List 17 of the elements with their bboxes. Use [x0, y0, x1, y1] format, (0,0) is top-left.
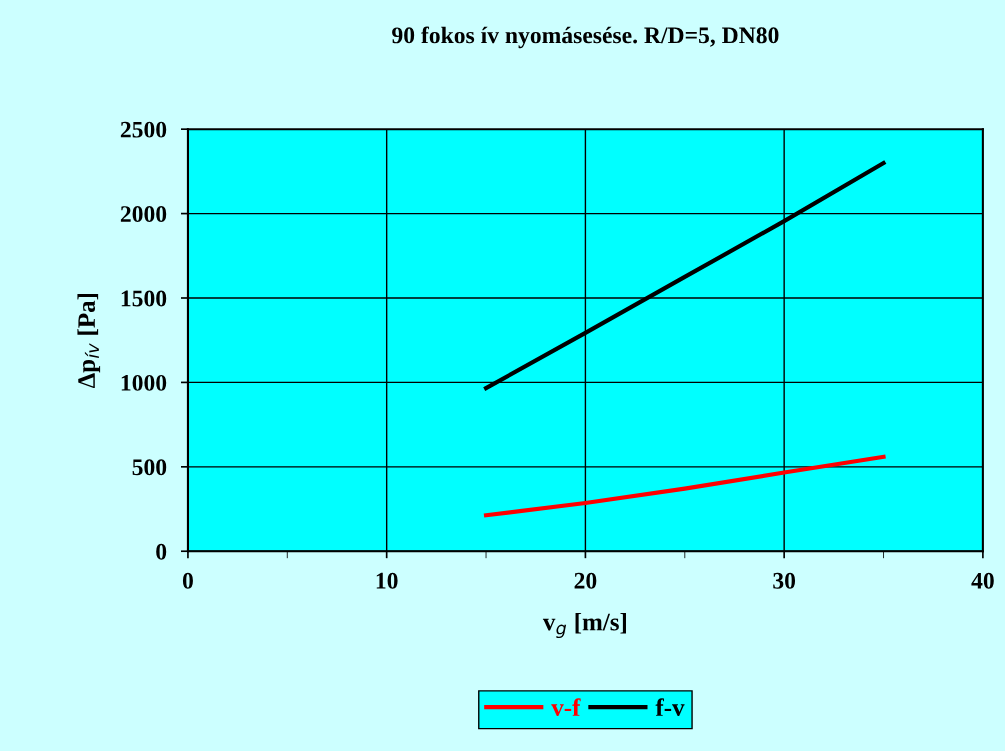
y-tick-label: 2500 — [120, 121, 167, 138]
y-tick-label: 1000 — [121, 374, 167, 391]
x-axis-title: v$_{g}$ [m/s] — [542, 612, 626, 639]
y-tick-label: 2000 — [120, 206, 167, 223]
y-tick-label: 0 — [156, 543, 167, 560]
chart-title: 90 fokos ív nyomásesése. R/D=5, DN80 — [392, 26, 779, 49]
x-tick-label: 10 — [376, 572, 398, 589]
line-series — [483, 454, 886, 518]
legend-label: f-v — [655, 698, 685, 717]
x-tick-label: 20 — [574, 572, 597, 589]
y-tick-label: 500 — [132, 459, 167, 476]
x-tick-label: 40 — [971, 572, 994, 589]
x-tick-label: 30 — [773, 572, 796, 589]
y-axis-title: Δp$_{ív}$ [Pa] — [77, 293, 101, 389]
x-tick-label: 0 — [182, 572, 193, 589]
legend-label: v-f — [551, 698, 581, 717]
y-tick-label: 1500 — [121, 290, 167, 307]
